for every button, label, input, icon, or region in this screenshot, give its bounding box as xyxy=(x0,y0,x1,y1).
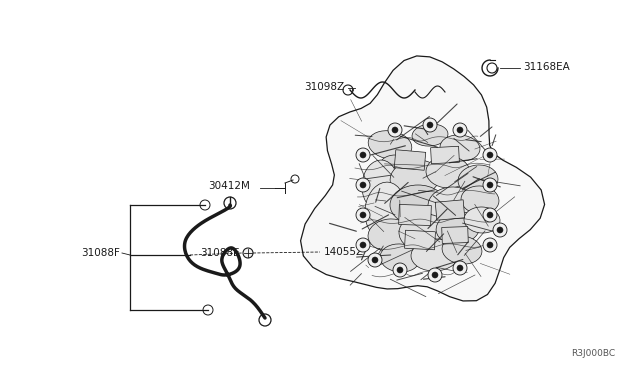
Ellipse shape xyxy=(436,212,480,244)
Ellipse shape xyxy=(426,156,470,188)
Text: 31088E: 31088E xyxy=(200,248,240,258)
Circle shape xyxy=(483,178,497,192)
Ellipse shape xyxy=(362,160,398,210)
Circle shape xyxy=(483,238,497,252)
Circle shape xyxy=(356,238,370,252)
Ellipse shape xyxy=(464,207,500,233)
Circle shape xyxy=(457,265,463,271)
Ellipse shape xyxy=(461,186,499,214)
Text: 31088F: 31088F xyxy=(81,248,120,258)
Ellipse shape xyxy=(399,214,451,252)
Circle shape xyxy=(356,208,370,222)
Circle shape xyxy=(487,212,493,218)
Bar xyxy=(394,150,426,170)
Bar xyxy=(431,146,460,164)
Circle shape xyxy=(360,242,366,248)
Ellipse shape xyxy=(390,185,446,225)
Circle shape xyxy=(368,253,382,267)
Circle shape xyxy=(360,152,366,158)
Bar xyxy=(399,205,431,225)
Circle shape xyxy=(453,261,467,275)
Circle shape xyxy=(457,127,463,133)
Text: 31168EA: 31168EA xyxy=(523,62,570,72)
Circle shape xyxy=(487,152,493,158)
Ellipse shape xyxy=(380,244,420,272)
Bar xyxy=(404,230,435,250)
Text: 14055Z: 14055Z xyxy=(324,247,364,257)
Circle shape xyxy=(360,182,366,188)
Ellipse shape xyxy=(458,165,498,195)
Circle shape xyxy=(393,263,407,277)
Circle shape xyxy=(453,123,467,137)
Text: R3J000BC: R3J000BC xyxy=(571,349,615,358)
Polygon shape xyxy=(301,56,545,301)
Ellipse shape xyxy=(442,236,482,264)
Ellipse shape xyxy=(412,124,448,146)
Circle shape xyxy=(356,148,370,162)
Ellipse shape xyxy=(428,187,476,223)
Circle shape xyxy=(388,123,402,137)
Bar xyxy=(435,200,465,220)
Circle shape xyxy=(487,242,493,248)
Circle shape xyxy=(356,178,370,192)
Circle shape xyxy=(432,272,438,278)
Ellipse shape xyxy=(368,131,412,159)
Text: 30412M: 30412M xyxy=(208,181,250,191)
Circle shape xyxy=(483,148,497,162)
Ellipse shape xyxy=(365,182,405,238)
Circle shape xyxy=(487,182,493,188)
Text: 31098Z: 31098Z xyxy=(304,82,344,92)
Ellipse shape xyxy=(380,155,410,175)
Circle shape xyxy=(360,212,366,218)
Circle shape xyxy=(423,118,437,132)
Circle shape xyxy=(497,227,503,233)
Bar xyxy=(442,227,468,243)
Circle shape xyxy=(372,257,378,263)
Ellipse shape xyxy=(368,219,412,251)
Circle shape xyxy=(428,268,442,282)
Ellipse shape xyxy=(440,135,480,161)
Circle shape xyxy=(493,223,507,237)
Ellipse shape xyxy=(390,160,440,196)
Ellipse shape xyxy=(411,239,459,271)
Circle shape xyxy=(397,267,403,273)
Circle shape xyxy=(427,122,433,128)
Circle shape xyxy=(483,208,497,222)
Circle shape xyxy=(392,127,398,133)
Circle shape xyxy=(243,248,253,258)
